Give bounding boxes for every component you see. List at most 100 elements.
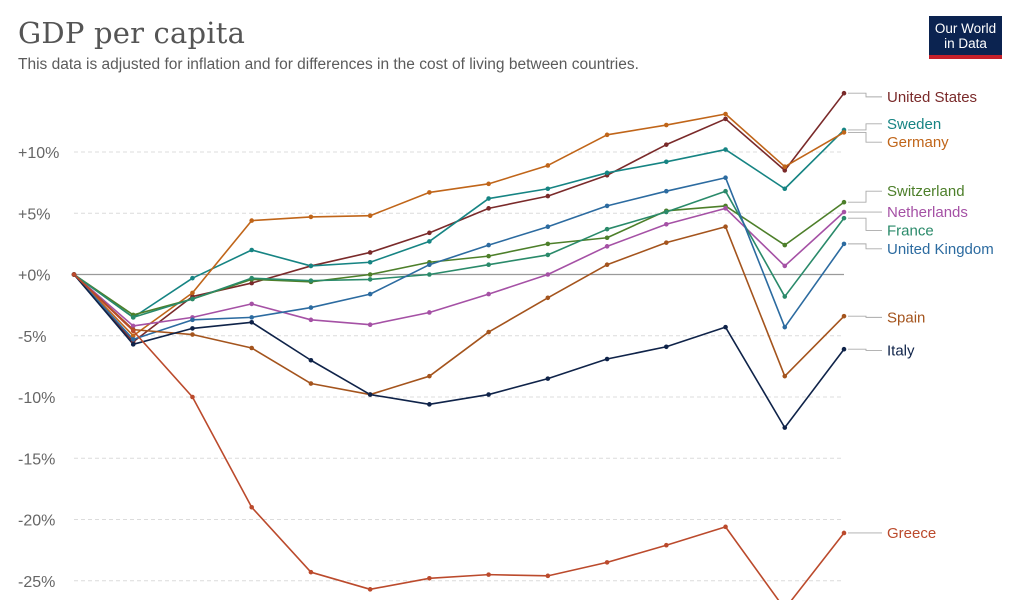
series-line-united-kingdom[interactable] xyxy=(73,176,845,341)
series-label[interactable]: France xyxy=(887,222,934,239)
series-label[interactable]: Spain xyxy=(887,309,925,326)
data-point[interactable] xyxy=(723,524,728,530)
data-point[interactable] xyxy=(190,290,195,296)
data-point[interactable] xyxy=(545,272,551,277)
data-point[interactable] xyxy=(841,215,847,221)
data-point[interactable] xyxy=(545,224,551,230)
data-point[interactable] xyxy=(367,250,373,255)
data-point[interactable] xyxy=(190,332,195,337)
data-point[interactable] xyxy=(367,291,373,297)
data-point[interactable] xyxy=(604,356,610,362)
data-point[interactable] xyxy=(190,317,195,323)
series-line-france[interactable] xyxy=(73,190,845,319)
data-point[interactable] xyxy=(249,319,254,325)
data-point[interactable] xyxy=(190,326,195,331)
data-point[interactable] xyxy=(486,253,491,259)
series-label[interactable]: United States xyxy=(887,89,977,106)
series-label[interactable]: Germany xyxy=(887,134,949,151)
data-point[interactable] xyxy=(782,242,788,248)
data-point[interactable] xyxy=(782,324,788,330)
data-point[interactable] xyxy=(367,322,373,328)
data-point[interactable] xyxy=(249,345,254,351)
data-point[interactable] xyxy=(308,317,314,323)
data-point[interactable] xyxy=(604,203,610,209)
series-line-germany[interactable] xyxy=(73,113,845,337)
data-point[interactable] xyxy=(486,206,491,211)
data-point[interactable] xyxy=(130,323,136,329)
data-point[interactable] xyxy=(841,199,847,205)
data-point[interactable] xyxy=(308,569,314,575)
data-point[interactable] xyxy=(249,280,254,286)
data-point[interactable] xyxy=(71,272,77,277)
data-point[interactable] xyxy=(664,240,669,245)
data-point[interactable] xyxy=(249,301,254,307)
data-point[interactable] xyxy=(486,329,491,335)
data-point[interactable] xyxy=(249,315,254,320)
data-point[interactable] xyxy=(190,296,195,302)
data-point[interactable] xyxy=(486,262,491,268)
series-label[interactable]: Sweden xyxy=(887,116,941,133)
data-point[interactable] xyxy=(308,357,314,363)
data-point[interactable] xyxy=(367,259,373,265)
data-point[interactable] xyxy=(190,275,195,281)
data-point[interactable] xyxy=(545,295,551,301)
data-point[interactable] xyxy=(604,170,610,176)
data-point[interactable] xyxy=(841,241,847,247)
data-point[interactable] xyxy=(782,425,788,430)
data-point[interactable] xyxy=(367,213,373,218)
data-point[interactable] xyxy=(545,186,551,192)
data-point[interactable] xyxy=(604,244,610,249)
data-point[interactable] xyxy=(249,247,254,253)
data-point[interactable] xyxy=(249,218,254,223)
data-point[interactable] xyxy=(723,206,728,211)
series-label[interactable]: Switzerland xyxy=(887,183,965,200)
data-point[interactable] xyxy=(664,542,669,548)
data-point[interactable] xyxy=(486,196,491,201)
series-label[interactable]: Italy xyxy=(887,342,915,359)
data-point[interactable] xyxy=(545,376,551,381)
data-point[interactable] xyxy=(604,226,610,232)
data-point[interactable] xyxy=(841,313,847,319)
series-line-greece[interactable] xyxy=(73,273,845,600)
data-point[interactable] xyxy=(308,278,314,283)
data-point[interactable] xyxy=(130,328,136,334)
data-point[interactable] xyxy=(782,294,788,299)
data-point[interactable] xyxy=(782,164,788,169)
data-point[interactable] xyxy=(664,122,669,128)
data-point[interactable] xyxy=(367,272,373,277)
data-point[interactable] xyxy=(664,221,669,227)
data-point[interactable] xyxy=(723,324,728,330)
data-point[interactable] xyxy=(308,214,314,220)
data-point[interactable] xyxy=(604,132,610,138)
data-point[interactable] xyxy=(427,190,432,195)
data-point[interactable] xyxy=(249,504,254,510)
data-point[interactable] xyxy=(427,230,432,236)
data-point[interactable] xyxy=(367,587,373,592)
data-point[interactable] xyxy=(427,402,432,407)
data-point[interactable] xyxy=(427,373,432,379)
data-point[interactable] xyxy=(604,235,610,241)
data-point[interactable] xyxy=(664,344,669,350)
data-point[interactable] xyxy=(723,111,728,117)
data-point[interactable] xyxy=(545,252,551,258)
data-point[interactable] xyxy=(249,275,254,281)
series-line-italy[interactable] xyxy=(73,273,845,429)
data-point[interactable] xyxy=(130,333,136,339)
data-point[interactable] xyxy=(130,337,136,342)
series-line-spain[interactable] xyxy=(73,225,845,396)
data-point[interactable] xyxy=(841,130,847,135)
series-line-sweden[interactable] xyxy=(73,129,845,319)
series-line-united-states[interactable] xyxy=(73,92,845,343)
data-point[interactable] xyxy=(841,209,847,215)
data-point[interactable] xyxy=(486,392,491,397)
data-point[interactable] xyxy=(723,224,728,230)
data-point[interactable] xyxy=(486,291,491,297)
series-line-netherlands[interactable] xyxy=(73,207,845,327)
data-point[interactable] xyxy=(723,116,728,122)
data-point[interactable] xyxy=(782,373,788,379)
data-point[interactable] xyxy=(545,193,551,199)
series-label[interactable]: Greece xyxy=(887,525,936,542)
data-point[interactable] xyxy=(664,188,669,194)
data-point[interactable] xyxy=(545,163,551,168)
data-point[interactable] xyxy=(604,560,610,565)
